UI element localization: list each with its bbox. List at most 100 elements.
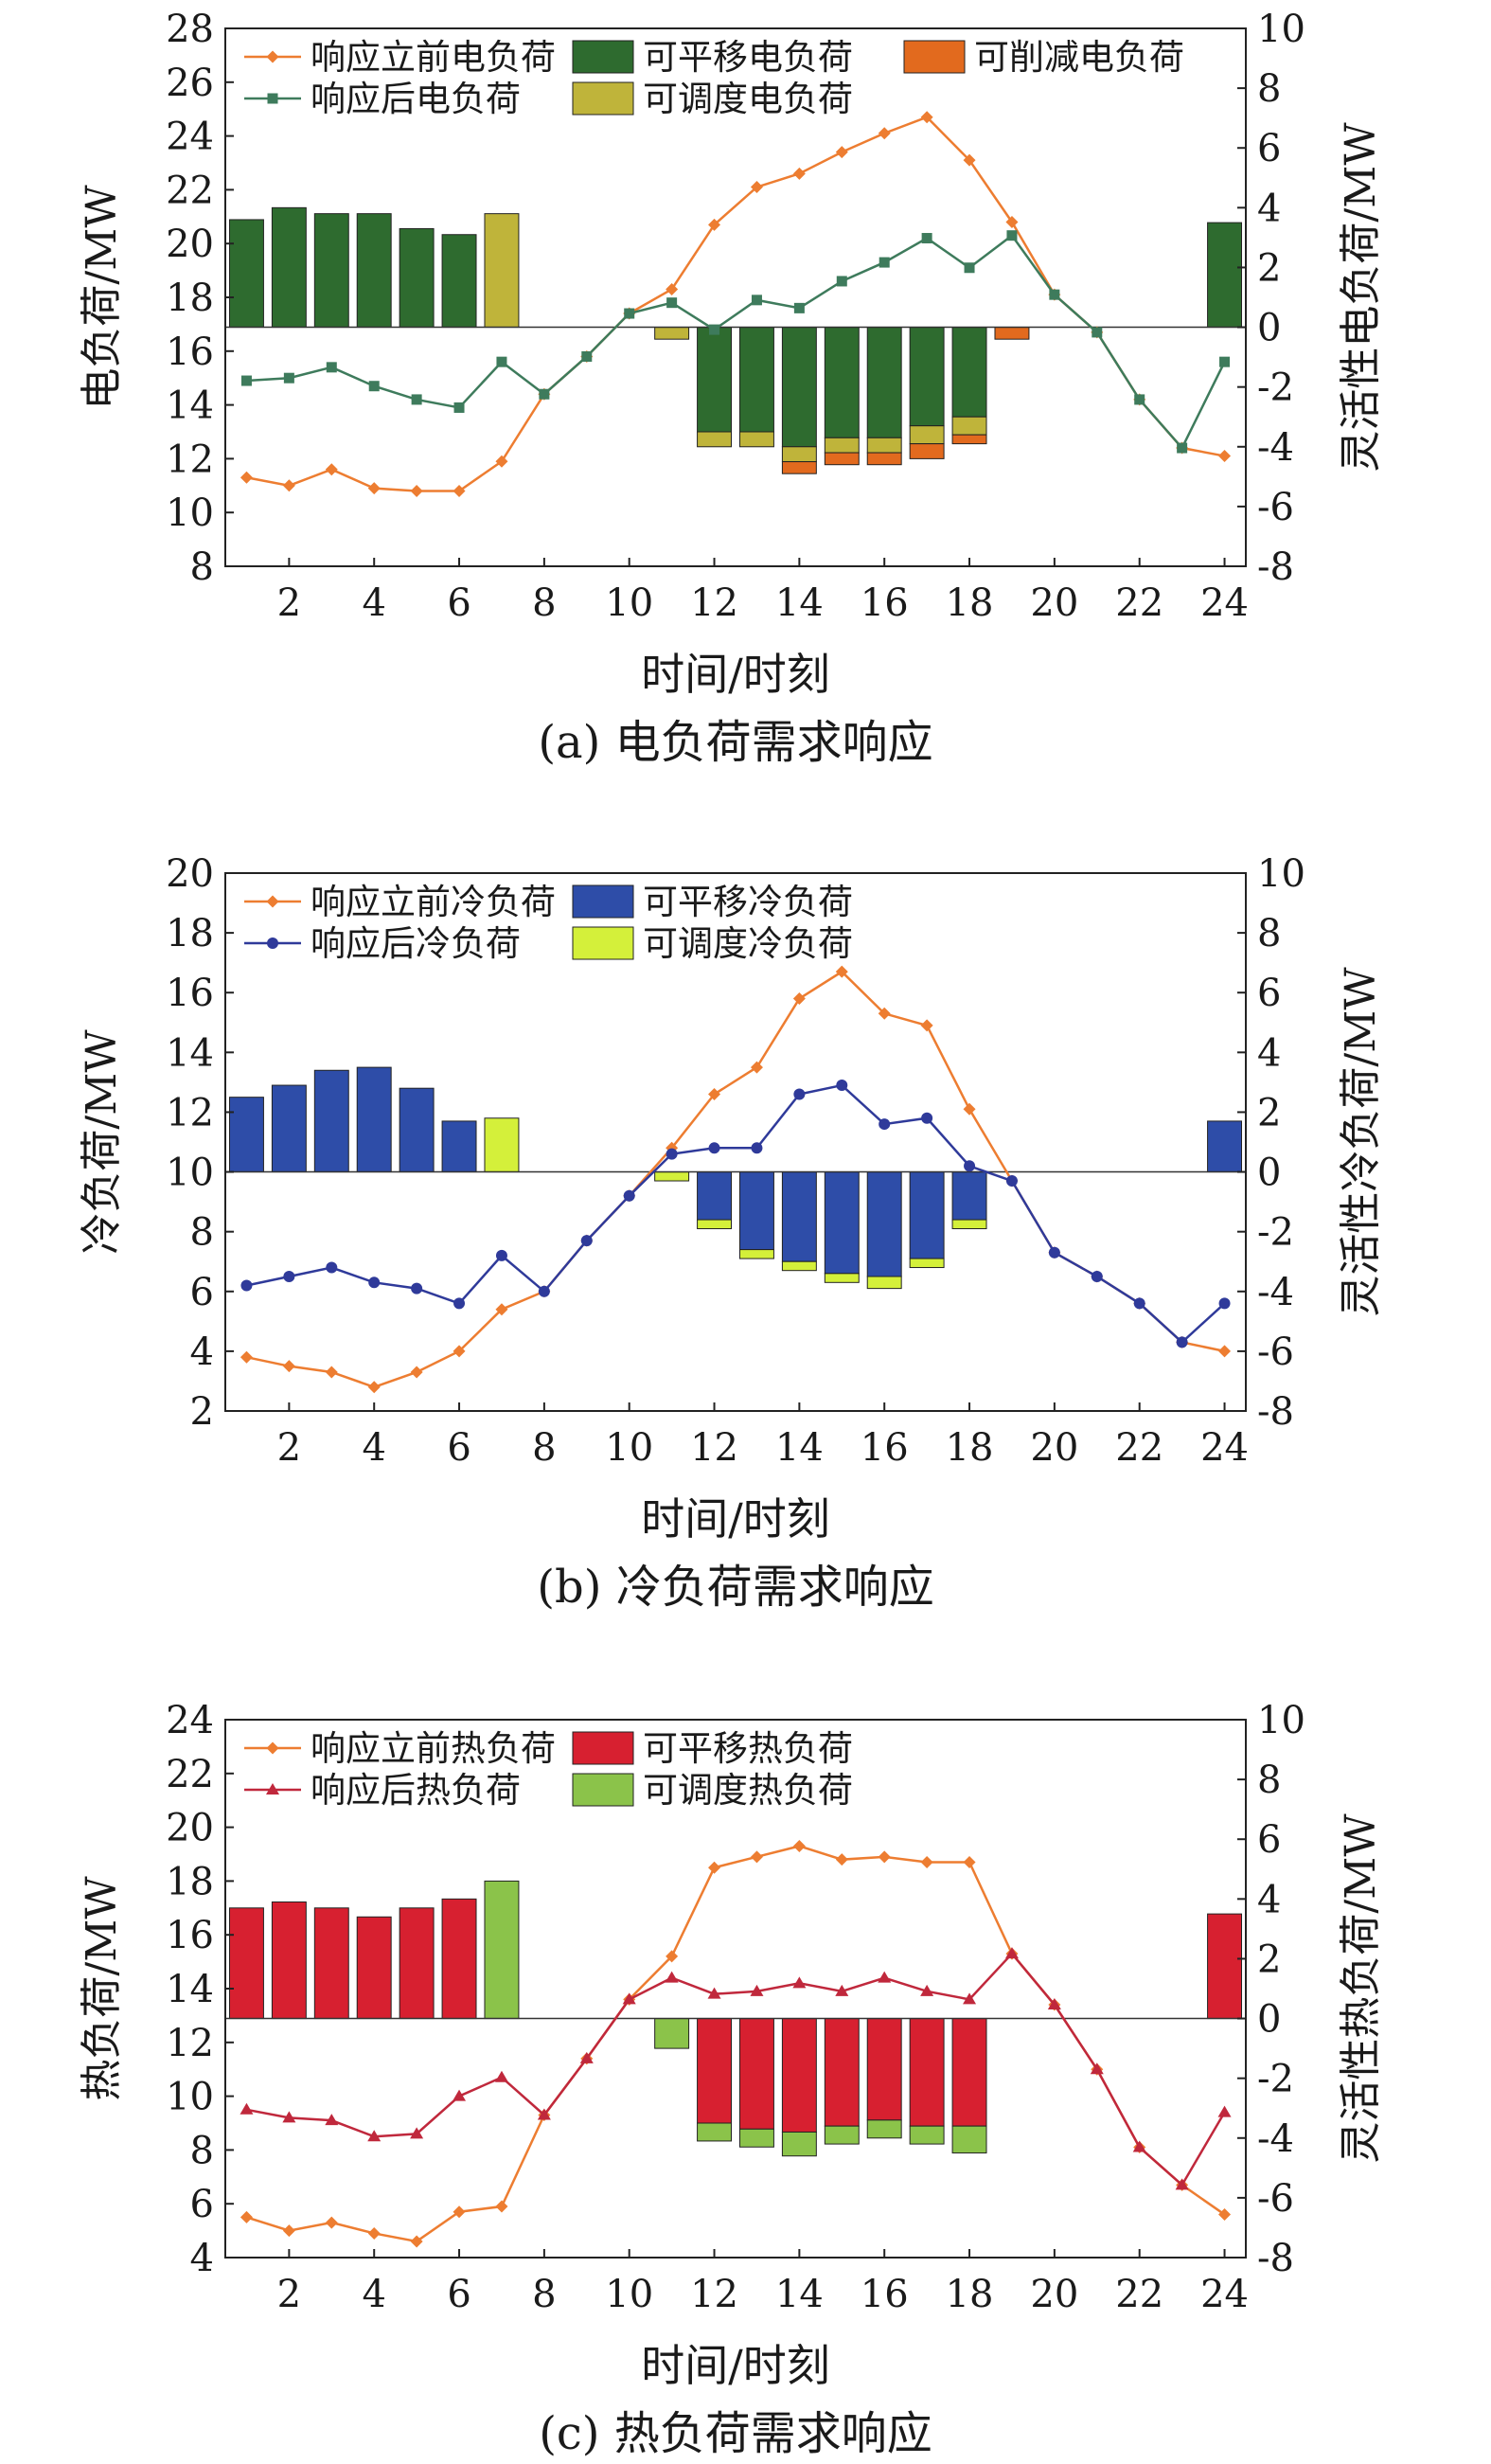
line-before_cool [246,970,1225,1389]
y2-tick-label: -2 [1257,366,1294,410]
x-tick-label: 12 [690,1426,738,1470]
y-tick-label: 4 [190,1330,214,1374]
line-after_elec [246,233,1226,451]
y-axis-label: 电负荷/MW [78,185,126,410]
y2-axis-label: 灵活性冷负荷/MW [1337,967,1385,1317]
marker-after_heat-h20 [1047,1998,1061,2010]
line-before_elec [246,116,1225,492]
legend-label: 可平移冷负荷 [643,882,853,922]
bar-dispatch_elec-h15 [824,437,860,454]
y-tick-label: 8 [190,1211,214,1255]
y-axis-label: 冷负荷/MW [78,1029,126,1255]
marker-after_heat-h5 [410,2127,424,2139]
x-tick-label: 8 [532,1426,556,1470]
marker-before_cool-h1 [240,1350,253,1364]
bar-dispatch_heat-h7 [484,1880,520,2020]
x-tick-label: 18 [946,2273,994,2316]
bar-dispatch_elec-h11 [654,327,690,340]
marker-before_heat-h3 [325,2216,338,2229]
x-tick-label: 6 [447,2273,470,2316]
x-axis-label: 时间/时刻 [641,2340,830,2391]
marker-after_cool-h19 [1005,1175,1018,1187]
legend-label: 响应后冷负荷 [311,923,521,964]
plot-frame [224,872,1247,1412]
marker-after_cool-h3 [326,1261,338,1274]
y2-tick-label: 2 [1257,1091,1281,1134]
marker-after_cool-h1 [240,1279,253,1292]
x-tick-label: 14 [775,2273,824,2316]
marker-before_cool-h7 [495,1303,508,1316]
marker-before_heat-h12 [708,1861,721,1874]
marker-before_cool-h16 [878,1007,891,1020]
legend-label: 响应后电负荷 [311,79,521,119]
legend-label: 响应立前热负荷 [311,1728,556,1769]
y2-tick-label: -2 [1257,2058,1294,2101]
marker-after_elec-h10 [624,308,635,319]
marker-after_elec-h11 [666,297,678,309]
marker-after_elec-h15 [836,276,847,287]
bar-dispatch_heat-h15 [824,2125,860,2145]
marker-before_cool-h4 [367,1381,381,1394]
y-tick-label: 10 [166,1152,214,1195]
x-tick-label: 18 [946,581,994,625]
legend-label: 可削减电负荷 [974,37,1184,78]
bar-cut_elec-h19 [994,327,1030,340]
marker-before_elec-h17 [920,111,933,124]
bar-dispatch_heat-h17 [909,2125,945,2145]
marker-after_elec-h14 [793,302,805,313]
marker-before_heat-h17 [920,1856,933,1869]
y2-tick-label: 2 [1257,246,1281,290]
bar-dispatch_heat-h16 [866,2119,902,2139]
marker-after_heat-h12 [707,1987,721,1999]
marker-before_cool-h2 [282,1360,295,1373]
y-tick-label: 22 [166,1753,214,1796]
bar-cut_elec-h14 [781,461,817,474]
marker-before_elec-h2 [282,479,295,492]
y2-tick-label: -4 [1257,1271,1294,1314]
marker-before_cool-h5 [410,1366,423,1379]
marker-before_elec-h19 [1005,215,1019,228]
marker-after_heat-h2 [282,2111,296,2123]
bar-shift_cool-h12 [697,1171,733,1221]
y-tick-label: 12 [166,437,214,481]
x-tick-label: 24 [1200,1426,1249,1470]
legend-label: 响应立前电负荷 [311,37,556,78]
bar-shift_elec-h12 [697,327,733,433]
legend-label: 可调度冷负荷 [643,923,853,964]
x-tick-label: 24 [1200,581,1249,625]
legend-label: 响应后热负荷 [311,1770,521,1811]
bar-shift_heat-h6 [441,1898,477,2020]
x-tick-label: 2 [277,2273,301,2316]
marker-after_heat-h1 [240,2102,254,2115]
y-tick-label: 14 [166,1031,214,1075]
marker-before_heat-h11 [666,1950,679,1963]
marker-after_cool-h17 [921,1112,933,1124]
legend-bar-swatch [903,40,966,74]
bar-shift_cool-h17 [909,1171,945,1259]
y-tick-label: 12 [166,2022,214,2065]
marker-after_elec-h18 [964,262,975,274]
marker-before_heat-h13 [750,1850,763,1864]
marker-before_cool-h6 [453,1345,466,1358]
marker-after_heat-h15 [835,1984,849,1996]
marker-before_heat-h18 [963,1856,976,1869]
y-tick-label: 20 [166,223,214,266]
y2-axis-label: 灵活性电负荷/MW [1337,122,1385,473]
x-tick-label: 20 [1030,2273,1078,2316]
marker-before_elec-h1 [240,471,253,484]
marker-after_cool-h18 [964,1160,976,1172]
y-tick-label: 8 [190,545,214,589]
bar-shift_cool-h1 [228,1097,264,1173]
y-tick-label: 10 [166,491,214,535]
marker-before_heat-h24 [1218,2208,1232,2222]
marker-after_elec-h7 [496,356,507,367]
bar-shift_elec-h13 [738,327,774,433]
panel-caption: (c) 热负荷需求响应 [539,2407,932,2460]
marker-before_elec-h7 [495,455,508,468]
y2-tick-label: 8 [1257,67,1281,111]
marker-before_cool-h18 [963,1102,976,1116]
bar-dispatch_cool-h14 [781,1260,817,1272]
x-axis-label: 时间/时刻 [641,649,830,700]
